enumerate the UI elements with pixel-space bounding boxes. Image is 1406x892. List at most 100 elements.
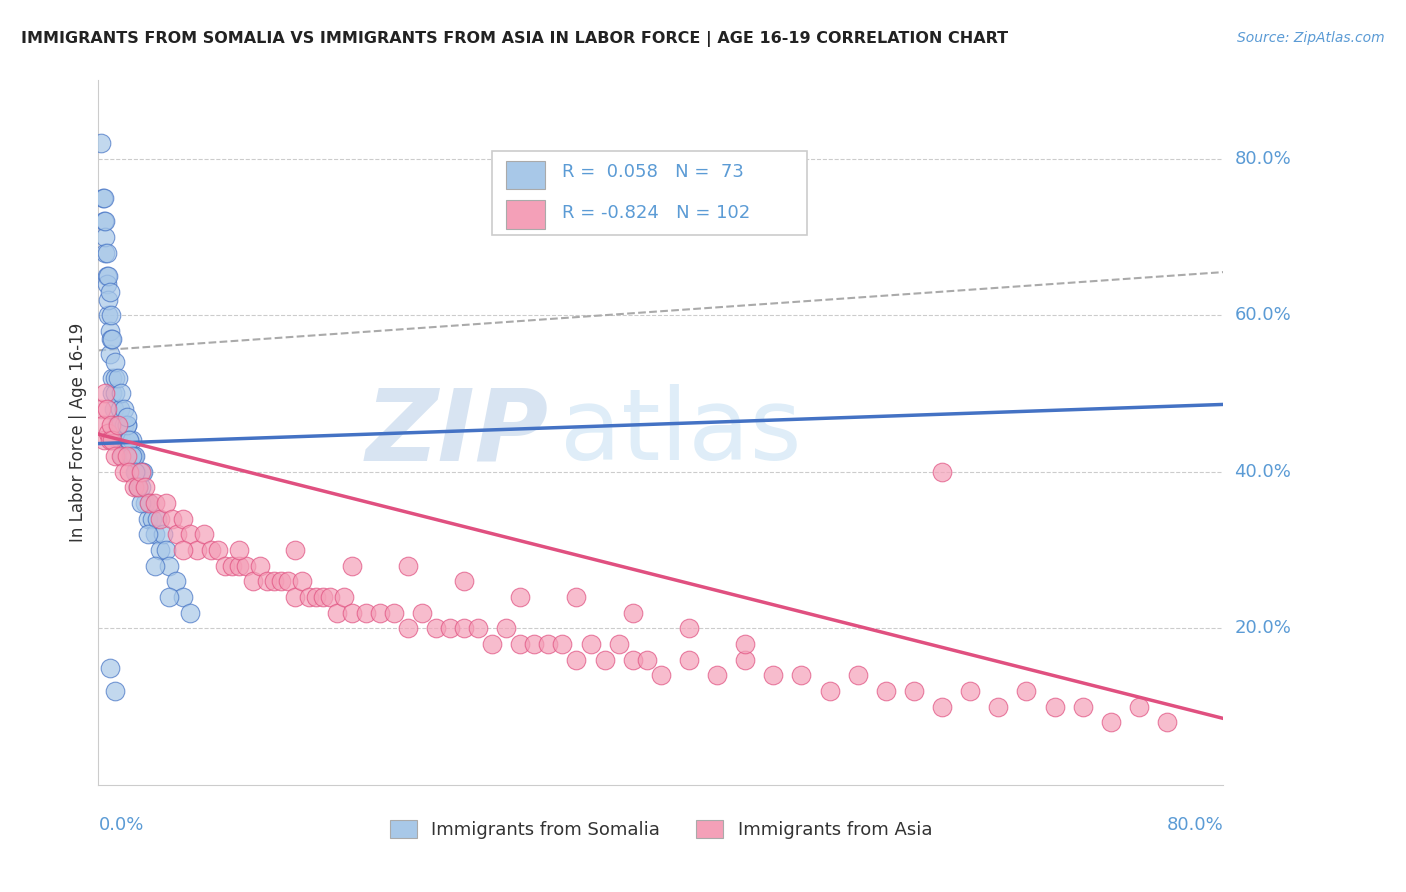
Text: 80.0%: 80.0%: [1234, 150, 1291, 168]
Point: [172, 512, 194, 526]
Point: [118, 434, 141, 448]
Point: [284, 543, 307, 558]
Point: [121, 449, 143, 463]
Point: [124, 465, 146, 479]
Point: [97, 425, 120, 440]
Point: [228, 558, 250, 573]
Point: [650, 668, 672, 682]
Point: [621, 653, 644, 667]
Text: 40.0%: 40.0%: [1234, 463, 1291, 481]
Point: [152, 527, 174, 541]
Point: [172, 543, 194, 558]
Point: [93, 434, 115, 448]
Point: [155, 543, 177, 558]
Point: [509, 637, 531, 651]
Point: [166, 527, 188, 541]
Point: [101, 371, 124, 385]
Point: [249, 558, 271, 573]
Point: [179, 606, 201, 620]
Point: [481, 637, 503, 651]
Point: [132, 465, 155, 479]
Point: [98, 660, 121, 674]
Point: [439, 621, 461, 635]
Point: [228, 543, 250, 558]
Point: [467, 621, 489, 635]
Point: [103, 402, 125, 417]
Point: [931, 699, 953, 714]
Point: [207, 543, 229, 558]
Point: [138, 496, 160, 510]
Point: [277, 574, 299, 589]
Point: [122, 449, 145, 463]
Point: [425, 621, 447, 635]
Text: 80.0%: 80.0%: [1167, 815, 1223, 833]
Point: [1099, 715, 1122, 730]
Legend: Immigrants from Somalia, Immigrants from Asia: Immigrants from Somalia, Immigrants from…: [382, 813, 939, 847]
Point: [509, 590, 531, 604]
Point: [312, 590, 335, 604]
Point: [200, 543, 222, 558]
Point: [110, 449, 132, 463]
Point: [523, 637, 546, 651]
FancyBboxPatch shape: [492, 151, 807, 235]
Point: [959, 684, 981, 698]
Text: IMMIGRANTS FROM SOMALIA VS IMMIGRANTS FROM ASIA IN LABOR FORCE | AGE 16-19 CORRE: IMMIGRANTS FROM SOMALIA VS IMMIGRANTS FR…: [21, 31, 1008, 47]
Point: [291, 574, 314, 589]
Point: [124, 449, 146, 463]
Point: [94, 214, 117, 228]
Text: Source: ZipAtlas.com: Source: ZipAtlas.com: [1237, 31, 1385, 45]
Point: [621, 606, 644, 620]
Point: [179, 527, 201, 541]
Point: [678, 621, 700, 635]
Point: [734, 653, 756, 667]
Point: [107, 434, 129, 448]
Point: [354, 606, 377, 620]
Point: [326, 606, 349, 620]
Point: [235, 558, 257, 573]
Point: [96, 277, 118, 291]
Point: [1071, 699, 1094, 714]
Point: [105, 417, 128, 432]
Point: [172, 590, 194, 604]
Point: [97, 268, 120, 283]
Point: [396, 621, 419, 635]
Point: [120, 449, 142, 463]
Point: [98, 434, 121, 448]
Point: [453, 621, 475, 635]
Point: [104, 684, 127, 698]
Point: [160, 512, 183, 526]
Point: [242, 574, 264, 589]
Point: [129, 480, 152, 494]
Point: [118, 434, 141, 448]
Point: [903, 684, 925, 698]
Point: [115, 409, 138, 424]
Point: [263, 574, 285, 589]
Point: [305, 590, 328, 604]
Point: [537, 637, 560, 651]
Point: [104, 371, 127, 385]
Point: [607, 637, 630, 651]
Point: [143, 558, 166, 573]
Point: [94, 386, 117, 401]
Point: [1015, 684, 1038, 698]
Point: [127, 480, 149, 494]
Point: [127, 480, 149, 494]
Point: [101, 434, 124, 448]
Point: [256, 574, 278, 589]
Point: [112, 465, 135, 479]
Point: [93, 191, 115, 205]
Point: [734, 637, 756, 651]
Point: [165, 574, 187, 589]
Point: [97, 293, 120, 307]
Point: [108, 417, 131, 432]
Point: [186, 543, 208, 558]
Point: [875, 684, 897, 698]
Point: [104, 355, 127, 369]
Point: [149, 543, 172, 558]
Text: R = -0.824   N = 102: R = -0.824 N = 102: [562, 204, 749, 222]
Point: [90, 402, 112, 417]
Point: [111, 449, 134, 463]
Point: [93, 214, 115, 228]
Point: [987, 699, 1010, 714]
Point: [284, 590, 307, 604]
